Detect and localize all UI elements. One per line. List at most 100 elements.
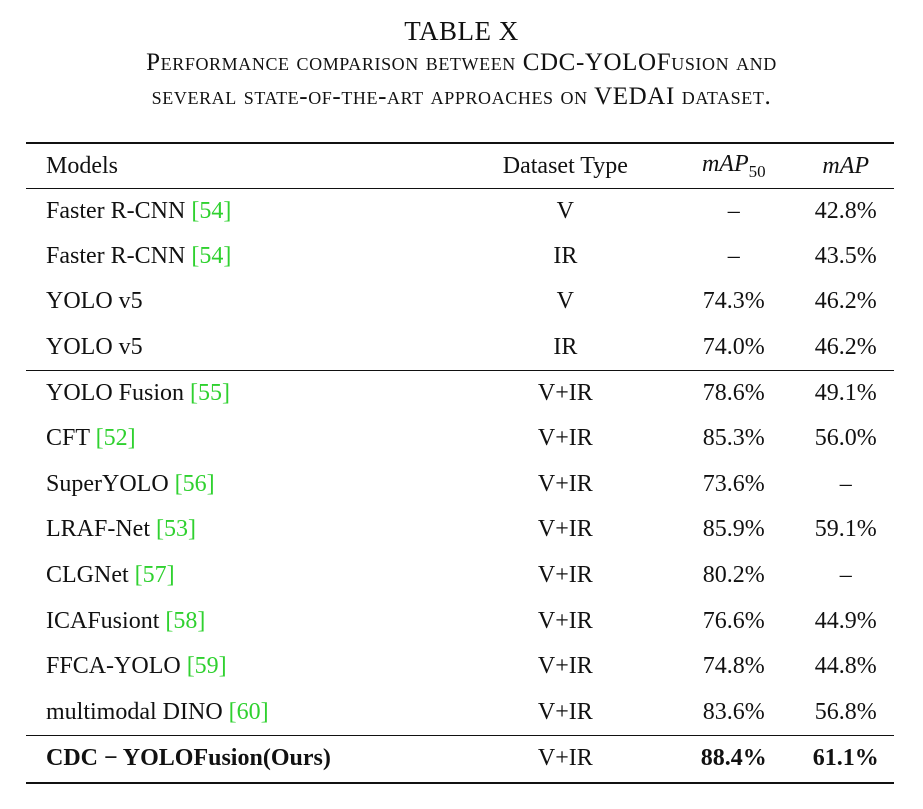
- citation-link[interactable]: [54]: [191, 197, 232, 224]
- cell-dataset-type: V+IR: [537, 516, 593, 543]
- citation-link[interactable]: [52]: [95, 425, 136, 452]
- header-map50-sub: 50: [748, 162, 766, 182]
- model-name: YOLO v5: [46, 288, 143, 315]
- citation-link[interactable]: [55]: [190, 379, 230, 406]
- cell-model: FFCA-YOLO [59]: [26, 644, 461, 690]
- table-row: multimodal DINO [60] V+IR 83.6% 56.8%: [26, 690, 894, 736]
- model-name: YOLO Fusion: [46, 379, 185, 406]
- cell-dataset-type: V: [556, 197, 575, 224]
- cell-model: Faster R-CNN [54]: [26, 234, 461, 280]
- cell-model: CLGNet [57]: [26, 553, 461, 599]
- table-row: SuperYOLO [56] V+IR 73.6% –: [26, 462, 894, 508]
- comparison-table: Models Dataset Type mAP50 mAP Faster R-C…: [26, 146, 894, 783]
- cell-model: YOLO v5: [26, 325, 461, 371]
- model-name: CLGNet: [46, 562, 129, 589]
- model-name: ICAFusiont: [46, 607, 160, 634]
- cell-map50: 74.0%: [702, 333, 765, 360]
- model-name: LRAF-Net: [46, 516, 150, 543]
- cell-map: 46.2%: [814, 333, 877, 360]
- cell-map50: 85.3%: [702, 425, 765, 452]
- model-name: multimodal DINO: [46, 698, 223, 725]
- table-row: YOLO v5 V 74.3% 46.2%: [26, 279, 894, 325]
- table-caption-line-1: Performance comparison between CDC-YOLOF…: [146, 49, 777, 76]
- table-body: Faster R-CNN [54] V –42.8% Faster R-CNN [54…: [26, 188, 894, 783]
- cell-map50: 88.4%: [670, 734, 798, 783]
- cell-map: 59.1%: [814, 516, 877, 543]
- cell-map50: 74.8%: [702, 653, 765, 680]
- model-name: SuperYOLO: [46, 470, 169, 497]
- cell-model: Faster R-CNN [54]: [26, 188, 461, 234]
- cell-dataset-type: V+IR: [537, 653, 593, 680]
- cell-map: 44.8%: [814, 653, 877, 680]
- model-name: CFT: [46, 425, 90, 452]
- model-name: Faster R-CNN: [46, 242, 186, 269]
- cell-map: 44.9%: [814, 607, 877, 634]
- table-caption-line-2: several state-of-the-art approaches on V…: [151, 83, 772, 110]
- citation-link[interactable]: [57]: [134, 562, 175, 589]
- table-row: ICAFusiont [58] V+IR 76.6% 44.9%: [26, 598, 894, 644]
- citation-link[interactable]: [58]: [165, 607, 206, 634]
- cell-dataset-type: V+IR: [460, 734, 671, 783]
- cell-map: 43.5%: [814, 242, 877, 269]
- cell-dataset-type: V+IR: [537, 470, 593, 497]
- table-row: Faster R-CNN [54] V – 42.8%: [26, 188, 894, 234]
- model-name: FFCA-YOLO: [46, 653, 181, 680]
- cell-map50: –: [727, 197, 740, 224]
- citation-link[interactable]: [56]: [174, 470, 215, 497]
- bottom-rule: [26, 782, 894, 784]
- cell-dataset-type: IR: [553, 242, 578, 269]
- cell-dataset-type: V: [556, 288, 575, 315]
- citation-link[interactable]: [60]: [228, 698, 269, 725]
- table-row: YOLO Fusion [55] V+IR 78.6% 49.1%: [26, 369, 894, 416]
- cell-map: 56.0%: [814, 425, 877, 452]
- cell-dataset-type: IR: [553, 333, 578, 360]
- cell-map: 42.8%: [814, 197, 877, 224]
- cell-model: ICAFusiont [58]: [26, 598, 461, 644]
- cell-map50: 73.6%: [702, 470, 765, 497]
- cell-model: CFT [52]: [26, 416, 461, 462]
- cell-model: multimodal DINO [60]: [26, 690, 461, 736]
- model-name: Faster R-CNN: [46, 197, 186, 224]
- cell-map50: –: [727, 242, 740, 269]
- cell-dataset-type: V+IR: [537, 698, 593, 725]
- header-dataset-type: Dataset Type: [460, 146, 671, 189]
- citation-link[interactable]: [59]: [186, 653, 227, 680]
- header-models: Models: [26, 146, 461, 189]
- cell-map50: 85.9%: [702, 516, 765, 543]
- top-rule: [26, 142, 894, 144]
- cell-map: 46.2%: [814, 288, 877, 315]
- table-row: LRAF-Net [53] V+IR 85.9% 59.1%: [26, 507, 894, 553]
- cell-map: –: [839, 470, 852, 497]
- cell-map: 56.8%: [814, 698, 877, 725]
- cell-model: YOLO Fusion [55]: [26, 369, 461, 416]
- table-row: Faster R-CNN [54] IR – 43.5%: [26, 234, 894, 280]
- cell-map50: 74.3%: [702, 288, 765, 315]
- table-row: CFT [52] V+IR 85.3% 56.0%: [26, 416, 894, 462]
- table-row-ours: CDC − YOLOFusion(Ours) V+IR 88.4% 61.1%: [26, 734, 894, 783]
- cell-map: 49.1%: [797, 369, 894, 416]
- cell-map50: 78.6%: [670, 369, 798, 416]
- header-map50-base: mAP: [701, 151, 749, 178]
- cell-dataset-type: V+IR: [460, 369, 671, 416]
- cell-model: SuperYOLO [56]: [26, 462, 461, 508]
- cell-model: CDC − YOLOFusion(Ours): [26, 734, 461, 783]
- table-row: FFCA-YOLO [59] V+IR 74.8% 44.8%: [26, 644, 894, 690]
- cell-model: LRAF-Net [53]: [26, 507, 461, 553]
- cell-map50: 80.2%: [702, 562, 765, 589]
- cell-dataset-type: V+IR: [537, 607, 593, 634]
- cell-map50: 76.6%: [702, 607, 765, 634]
- table-row: CLGNet [57] V+IR 80.2% –: [26, 553, 894, 599]
- table-label: TABLE X: [404, 16, 519, 46]
- cell-map50: 83.6%: [702, 698, 765, 725]
- cell-model: YOLO v5: [26, 279, 461, 325]
- header-map: mAP: [797, 146, 894, 189]
- cell-map: –: [839, 562, 852, 589]
- cell-dataset-type: V+IR: [537, 425, 593, 452]
- citation-link[interactable]: [53]: [156, 516, 196, 543]
- model-name: YOLO v5: [46, 333, 143, 360]
- header-map50: mAP50: [670, 146, 798, 189]
- table-row: YOLO v5 IR 74.0% 46.2%: [26, 325, 894, 371]
- cell-map: 61.1%: [797, 734, 894, 783]
- cell-dataset-type: V+IR: [537, 562, 593, 589]
- citation-link[interactable]: [54]: [191, 242, 232, 269]
